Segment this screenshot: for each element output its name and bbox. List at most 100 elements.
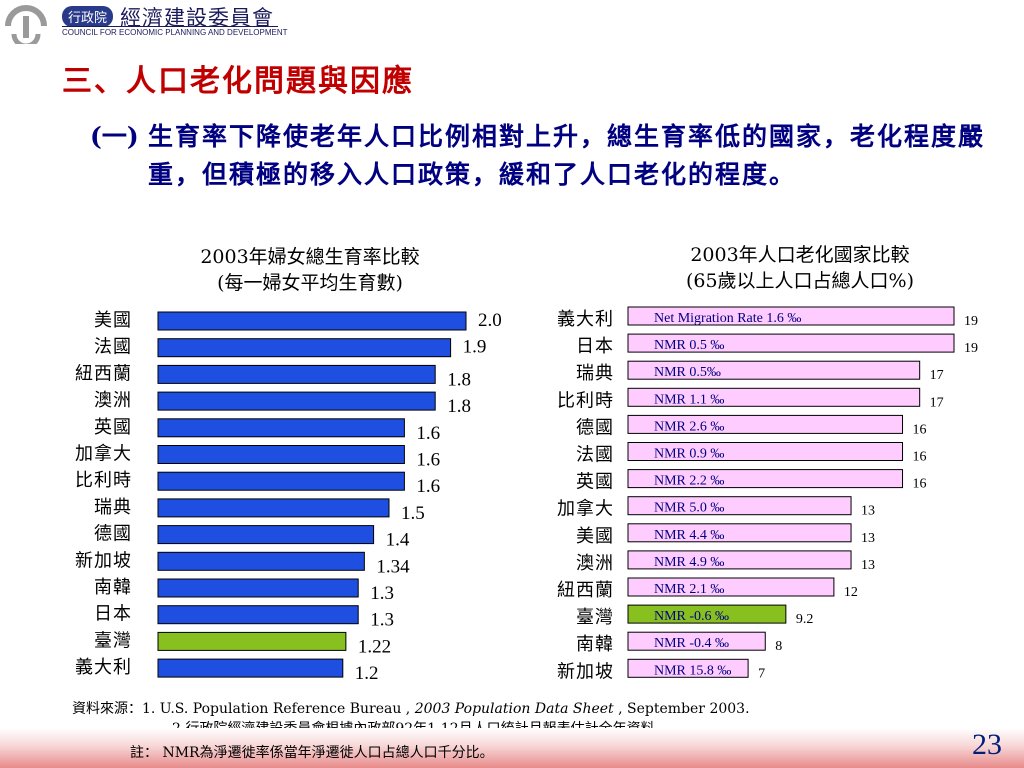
left-category-label: 澳洲 (94, 390, 132, 411)
left-value-label: 1.9 (463, 337, 487, 358)
left-value-label: 1.22 (358, 636, 391, 657)
bullet-text: 生育率下降使老年人口比例相對上升，總生育率低的國家，老化程度嚴重，但積極的移入人… (148, 122, 986, 189)
source-1-prefix: 1. U.S. Population Reference Bureau , (142, 701, 415, 717)
right-bar (627, 550, 852, 570)
right-bar (627, 360, 921, 380)
right-nmr-label: NMR 0.5 ‰ (654, 338, 724, 353)
right-nmr-label: NMR 2.2 ‰ (654, 474, 724, 489)
left-chart-title-block: 2003年婦女總生育率比較 (每一婦女平均生育數) (150, 244, 470, 296)
right-category-label: 紐西蘭 (557, 580, 614, 601)
right-nmr-label: NMR 1.1 ‰ (654, 392, 724, 407)
left-category-label: 紐西蘭 (75, 363, 132, 384)
right-bar (627, 631, 766, 651)
right-value-label: 12 (844, 585, 858, 600)
right-category-label: 義大利 (557, 309, 614, 330)
council-logo-icon (5, 5, 47, 44)
left-value-label: 1.34 (376, 556, 410, 577)
left-bar (157, 418, 405, 438)
right-value-label: 19 (964, 341, 978, 356)
right-nmr-label: NMR 15.8 ‰ (654, 663, 731, 678)
right-value-label: 9.2 (796, 612, 814, 627)
right-bar (627, 469, 904, 489)
left-category-label: 臺灣 (94, 630, 132, 651)
source-label: 資料來源： (72, 701, 142, 717)
bullet-point: (一) 生育率下降使老年人口比例相對上升，總生育率低的國家，老化程度嚴重，但積極… (90, 118, 990, 194)
left-category-label: 美國 (94, 310, 132, 331)
left-chart-title: 2003年婦女總生育率比較 (200, 246, 420, 268)
right-bar (627, 577, 835, 597)
left-category-label: 義大利 (75, 657, 132, 678)
right-bar (627, 604, 787, 624)
right-nmr-label: Net Migration Rate 1.6 ‰ (654, 311, 801, 326)
right-value-label: 7 (758, 666, 765, 681)
right-value-label: 16 (913, 422, 927, 437)
right-value-label: 8 (775, 639, 782, 654)
right-nmr-label: NMR 2.6 ‰ (654, 419, 724, 434)
right-category-label: 新加坡 (557, 661, 614, 682)
right-bar (627, 387, 921, 407)
left-bar (157, 311, 467, 331)
left-category-label: 瑞典 (94, 497, 132, 518)
right-category-label: 南韓 (576, 634, 614, 655)
left-value-label: 1.8 (447, 369, 471, 390)
right-nmr-label: NMR -0.4 ‰ (654, 636, 729, 651)
right-bar (627, 496, 852, 516)
right-bar (627, 658, 749, 678)
right-category-label: 德國 (576, 417, 614, 438)
right-value-label: 17 (930, 395, 944, 410)
source-1-suffix: , September 2003. (613, 701, 750, 717)
right-chart-subtitle: (65歲以上人口占總人口%) (685, 270, 915, 292)
bullet-marker: (一) (90, 122, 139, 151)
footnote: 註： NMR為淨遷徙率係當年淨遷徙人口占總人口千分比。 (130, 745, 494, 761)
right-category-label: 臺灣 (576, 607, 614, 628)
source-1-title: 2003 Population Data Sheet (414, 701, 614, 717)
org-name-en: COUNCIL FOR ECONOMIC PLANNING AND DEVELO… (62, 28, 288, 37)
right-category-label: 日本 (576, 336, 614, 357)
right-category-label: 英國 (576, 472, 614, 493)
right-nmr-label: NMR -0.6 ‰ (654, 609, 729, 624)
left-bar (157, 338, 452, 358)
left-value-label: 1.3 (370, 610, 394, 631)
left-category-label: 英國 (94, 417, 132, 438)
left-bar (157, 658, 344, 678)
right-value-label: 13 (861, 531, 875, 546)
right-category-label: 比利時 (557, 390, 614, 411)
page-number: 23 (972, 728, 1002, 761)
right-bar (627, 523, 852, 543)
left-value-label: 1.6 (416, 450, 440, 471)
left-bar (157, 445, 405, 464)
right-nmr-label: NMR 4.9 ‰ (654, 555, 724, 570)
right-category-label: 澳洲 (576, 553, 614, 574)
left-chart-subtitle: (每一婦女平均生育數) (217, 272, 403, 294)
right-value-label: 19 (964, 314, 978, 329)
right-chart-title-block: 2003年人口老化國家比較 (65歲以上人口占總人口%) (630, 242, 970, 294)
right-category-label: 瑞典 (576, 363, 614, 384)
left-bar (157, 631, 347, 651)
right-nmr-label: NMR 2.1 ‰ (654, 582, 724, 597)
right-category-label: 加拿大 (557, 498, 614, 520)
left-value-label: 1.2 (355, 663, 379, 684)
right-value-label: 16 (913, 450, 927, 465)
right-category-label: 法國 (576, 445, 614, 466)
right-value-label: 13 (861, 558, 875, 573)
left-bar (157, 551, 365, 571)
right-value-label: 16 (913, 477, 927, 492)
left-bar (157, 391, 436, 411)
left-category-label: 日本 (94, 604, 132, 625)
left-value-label: 1.6 (416, 476, 440, 497)
right-category-label: 美國 (576, 526, 614, 547)
left-category-label: 法國 (94, 337, 132, 358)
left-value-label: 1.3 (370, 583, 394, 604)
footer-band (0, 728, 1024, 768)
left-bar (157, 471, 405, 491)
right-nmr-label: NMR 5.0 ‰ (654, 501, 724, 516)
org-divider (62, 26, 278, 27)
right-chart-title: 2003年人口老化國家比較 (690, 244, 910, 266)
left-category-label: 新加坡 (75, 550, 132, 571)
left-category-label: 德國 (94, 524, 132, 545)
left-bar (157, 498, 390, 518)
left-value-label: 1.4 (386, 530, 410, 551)
left-value-label: 2.0 (478, 310, 502, 331)
left-bar (157, 364, 436, 384)
left-bar (157, 525, 375, 545)
